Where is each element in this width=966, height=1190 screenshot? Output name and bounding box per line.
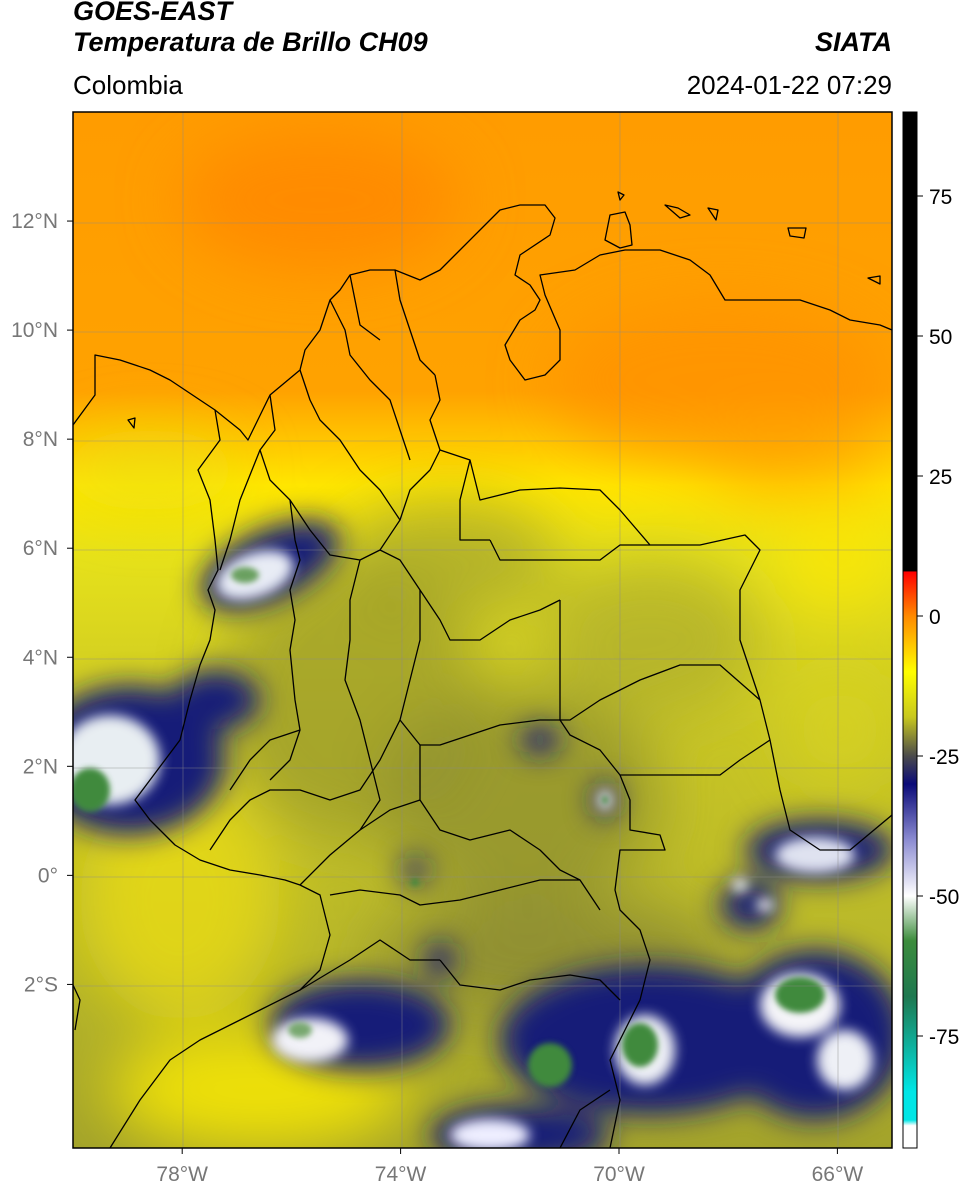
y-tick-label: 10°N (11, 319, 58, 342)
colorbar-tick-label: -25 (929, 746, 959, 769)
x-axis-ticks: 78°W 74°W 70°W 66°W (156, 1148, 863, 1186)
graticule (73, 112, 892, 1148)
colorbar-frame (902, 111, 918, 1149)
x-tick-label: 74°W (375, 1163, 427, 1186)
colorbar (903, 112, 917, 1148)
colorbar-tick-label: 50 (929, 326, 952, 349)
map-area (73, 112, 892, 1148)
coastlines-borders (73, 191, 892, 1148)
colorbar-ticks: 75 50 25 0 -25 -50 -75 (917, 186, 959, 1049)
timestamp-label: 2024-01-22 07:29 (686, 70, 892, 100)
map-frame (72, 111, 893, 1149)
colorbar-tick-label: -50 (929, 886, 959, 909)
colorbar-tick-label: 0 (929, 606, 941, 629)
x-tick-label: 70°W (593, 1163, 645, 1186)
x-tick-label: 66°W (812, 1163, 864, 1186)
map-title-product: Temperatura de Brillo CH09 (73, 27, 428, 57)
colorbar-tick-label: 25 (929, 466, 952, 489)
region-label: Colombia (73, 70, 183, 100)
y-axis-ticks: 12°N 10°N 8°N 6°N 4°N 2°N 0° 2°S (11, 210, 73, 996)
y-tick-label: 0° (38, 864, 58, 887)
y-tick-label: 2°N (23, 755, 58, 778)
y-tick-label: 8°N (23, 428, 58, 451)
y-tick-label: 12°N (11, 210, 58, 233)
colorbar-tick-label: 75 (929, 186, 952, 209)
map-title-satellite: GOES-EAST (73, 0, 233, 26)
colorbar-tick-label: -75 (929, 1026, 959, 1049)
organization-label: SIATA (815, 27, 892, 57)
y-tick-label: 4°N (23, 646, 58, 669)
x-tick-label: 78°W (156, 1163, 208, 1186)
y-tick-label: 2°S (24, 973, 58, 996)
y-tick-label: 6°N (23, 537, 58, 560)
